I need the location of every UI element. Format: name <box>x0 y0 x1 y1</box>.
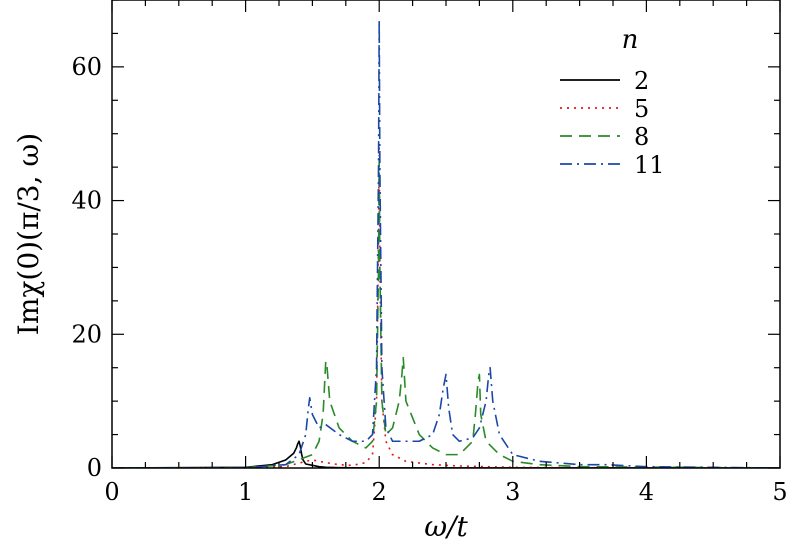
y-tick-label: 60 <box>71 53 102 81</box>
plot-frame <box>111 0 781 469</box>
x-tick-label: 3 <box>505 478 520 506</box>
x-axis-title: ω/t <box>424 510 468 543</box>
legend-entry-2: 2 <box>560 67 649 95</box>
legend-label: 8 <box>634 123 649 151</box>
series-line-5 <box>112 146 780 468</box>
legend-entry-11: 11 <box>560 151 665 179</box>
y-tick-label: 0 <box>87 454 102 482</box>
x-tick-label: 4 <box>639 478 654 506</box>
legend-entry-5: 5 <box>560 95 649 123</box>
y-axis-title: Imχ(0)(π/3, ω) <box>12 133 45 335</box>
legend-label: 11 <box>634 151 665 179</box>
legend-title: n <box>622 25 639 55</box>
x-tick-label: 5 <box>772 478 787 506</box>
x-tick-labels: 0 1 2 3 4 5 <box>104 478 787 506</box>
legend-label: 5 <box>634 95 649 123</box>
plot-area <box>111 0 781 469</box>
y-tick-label: 40 <box>71 187 102 215</box>
y-tick-labels: 0 20 40 60 <box>71 53 102 482</box>
legend-label: 2 <box>634 67 649 95</box>
x-tick-label: 0 <box>104 478 119 506</box>
legend-entry-8: 8 <box>560 123 649 151</box>
series-line-8 <box>112 159 780 468</box>
series-line-11 <box>112 19 780 468</box>
y-tick-label: 20 <box>71 320 102 348</box>
x-tick-label: 2 <box>372 478 387 506</box>
x-tick-label: 1 <box>238 478 253 506</box>
